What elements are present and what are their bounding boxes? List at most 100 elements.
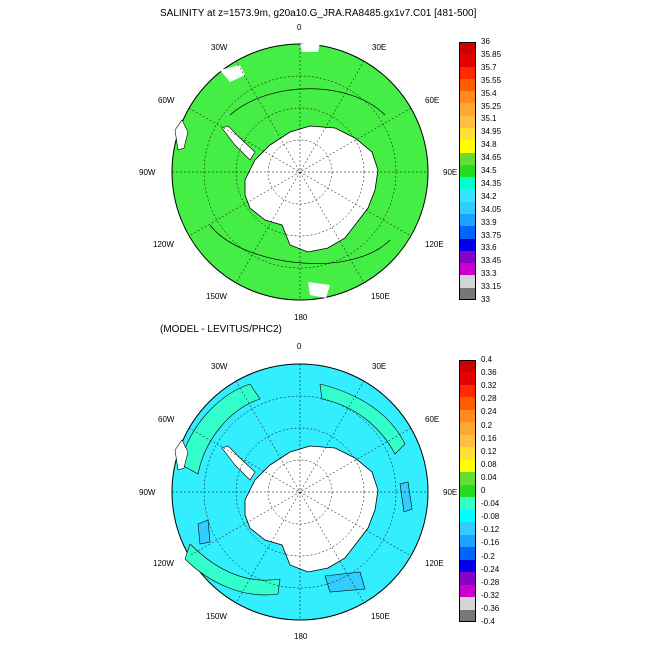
top-salinity-map — [171, 42, 429, 301]
top-colorbar-label: 33 — [481, 295, 490, 304]
bottom-colorbar-label: 0.4 — [481, 355, 493, 364]
top-colorbar-swatch — [459, 115, 476, 128]
top-lon-label-150w: 150W — [206, 292, 227, 301]
bottom-colorbar-swatch — [459, 509, 476, 523]
top-colorbar-swatch — [459, 103, 476, 116]
bottom-lon-label-60e: 60E — [425, 415, 440, 424]
top-missing-data-patch — [300, 42, 320, 52]
top-colorbar-label: 35.1 — [481, 114, 497, 124]
bottom-colorbar-swatch — [459, 360, 476, 373]
bottom-map-title: (MODEL - LEVITUS/PHC2) — [160, 324, 282, 335]
bottom-colorbar-label: -0.12 — [481, 525, 500, 535]
top-colorbar-label: 33.9 — [481, 217, 497, 227]
top-lon-label-150e: 150E — [371, 292, 390, 301]
top-lon-label-180: 180 — [294, 313, 308, 322]
bottom-difference-map — [171, 363, 429, 621]
top-lon-label-60w: 60W — [158, 96, 175, 105]
bottom-colorbar-swatch — [459, 534, 476, 548]
top-colorbar-swatch — [459, 214, 476, 227]
bottom-lon-label-30e: 30E — [372, 362, 387, 371]
bottom-colorbar-label: 0.16 — [481, 433, 497, 443]
bottom-colorbar-swatch — [459, 584, 476, 598]
bottom-colorbar-label: 0.28 — [481, 394, 497, 404]
bottom-colorbar-swatch — [459, 397, 476, 410]
top-colorbar-swatch — [459, 152, 476, 165]
bottom-negative-anomaly-region — [399, 481, 413, 513]
bottom-positive-anomaly-region — [319, 383, 406, 455]
bottom-lon-label-150e: 150E — [371, 612, 390, 621]
bottom-colorbar-swatch — [459, 422, 476, 435]
top-colorbar-label: 35.25 — [481, 101, 502, 111]
top-lon-label-90e: 90E — [443, 168, 458, 177]
top-colorbar-swatch — [459, 238, 476, 251]
top-lon-label-120w: 120W — [153, 240, 174, 249]
bottom-colorbar-label: 0.24 — [481, 407, 497, 417]
top-colorbar-swatch — [459, 54, 476, 67]
top-colorbar-label: 34.8 — [481, 140, 497, 150]
bottom-colorbar-swatch — [459, 472, 476, 485]
top-colorbar-swatch — [459, 189, 476, 202]
top-antarctic-peninsula — [221, 125, 256, 161]
top-colorbar-label: 33.3 — [481, 269, 497, 279]
top-colorbar-label: 35.85 — [481, 49, 502, 59]
bottom-colorbar: 0.4 0.36 0.32 0.28 0.24 0.2 0.16 0.12 0.08 0.04 0 -… — [459, 355, 519, 626]
bottom-colorbar-label: 0.12 — [481, 446, 497, 456]
bottom-colorbar-label: 0.04 — [481, 472, 497, 482]
bottom-colorbar-swatch — [459, 572, 476, 585]
top-lon-label-30e: 30E — [372, 43, 387, 52]
top-colorbar-swatch — [459, 78, 476, 92]
bottom-colorbar-swatch — [459, 597, 476, 610]
bottom-colorbar-swatch — [459, 434, 476, 448]
top-colorbar: 36 35.85 35.7 35.55 35.4 35.25 35.1 34.95 34.8 34… — [459, 37, 519, 304]
bottom-south-america-tip — [174, 439, 189, 471]
top-missing-data-patch — [220, 65, 245, 82]
bottom-colorbar-swatch — [459, 522, 476, 535]
top-colorbar-swatch — [459, 226, 476, 239]
bottom-colorbar-label: 0.08 — [481, 459, 497, 469]
bottom-lon-label-90w: 90W — [139, 488, 156, 497]
top-lon-label-90w: 90W — [139, 168, 156, 177]
bottom-colorbar-swatch — [459, 447, 476, 460]
top-colorbar-label: 33.75 — [481, 230, 502, 240]
bottom-colorbar-swatch — [459, 372, 476, 385]
bottom-colorbar-label: -0.4 — [481, 617, 495, 626]
bottom-colorbar-label: 0.32 — [481, 381, 497, 391]
top-colorbar-label: 34.05 — [481, 204, 502, 214]
top-colorbar-swatch — [459, 91, 476, 104]
bottom-lon-label-150w: 150W — [206, 612, 227, 621]
bottom-colorbar-label: -0.2 — [481, 551, 495, 561]
bottom-antarctica-landmass — [244, 445, 379, 573]
top-colorbar-swatch — [459, 177, 476, 190]
top-colorbar-label: 34.5 — [481, 166, 497, 175]
top-colorbar-swatch — [459, 263, 476, 276]
bottom-colorbar-label: -0.24 — [481, 564, 500, 574]
top-colorbar-label: 35.4 — [481, 88, 497, 98]
bottom-positive-anomaly-region — [179, 383, 261, 475]
bottom-colorbar-label: -0.36 — [481, 603, 500, 613]
bottom-colorbar-label: -0.28 — [481, 577, 500, 587]
top-colorbar-label: 33.45 — [481, 256, 502, 266]
bottom-colorbar-label: -0.08 — [481, 512, 500, 522]
top-south-america-tip — [174, 119, 189, 151]
top-colorbar-swatch — [459, 128, 476, 141]
bottom-colorbar-swatch — [459, 547, 476, 560]
top-colorbar-swatch — [459, 140, 476, 153]
top-map-title: SALINITY at z=1573.9m, g20a10.G_JRA.RA84… — [160, 8, 477, 19]
bottom-colorbar-swatch — [459, 559, 476, 573]
bottom-colorbar-label: -0.04 — [481, 499, 500, 509]
bottom-colorbar-label: -0.32 — [481, 590, 500, 600]
top-colorbar-label: 35.55 — [481, 75, 502, 85]
top-lon-label-0: 0 — [297, 23, 302, 32]
top-colorbar-swatch — [459, 287, 476, 300]
top-colorbar-label: 36 — [481, 37, 490, 46]
top-lon-label-60e: 60E — [425, 96, 440, 105]
bottom-lon-label-90e: 90E — [443, 488, 458, 497]
top-missing-data-patch — [308, 282, 330, 298]
top-colorbar-label: 34.95 — [481, 127, 502, 137]
bottom-lon-label-60w: 60W — [158, 415, 175, 424]
bottom-colorbar-swatch — [459, 459, 476, 473]
bottom-lon-label-0: 0 — [297, 342, 302, 351]
bottom-lon-label-120e: 120E — [425, 559, 444, 568]
bottom-colorbar-label: 0.36 — [481, 368, 497, 378]
bottom-colorbar-label: 0 — [481, 486, 486, 495]
